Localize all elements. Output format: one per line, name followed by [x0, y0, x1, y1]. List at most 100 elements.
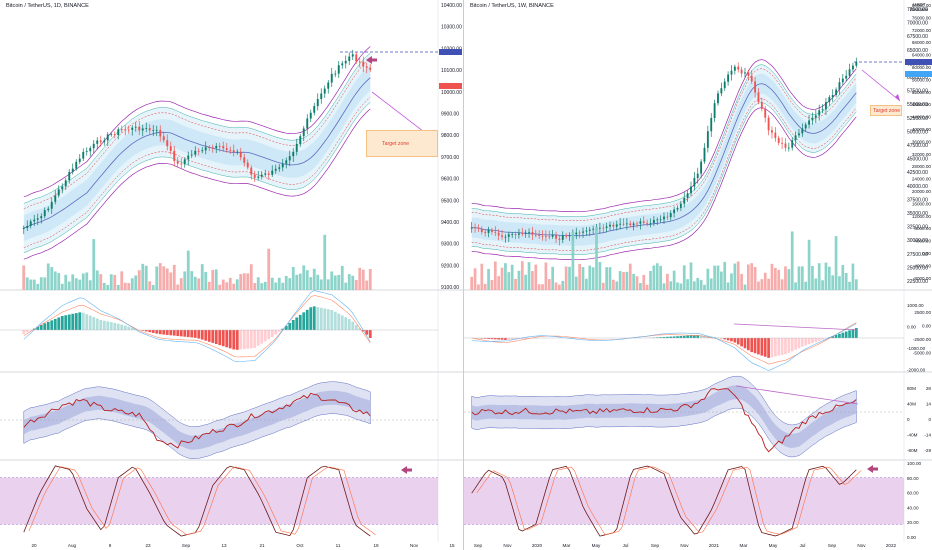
macd-bar	[141, 330, 145, 331]
candle-body	[801, 128, 804, 134]
candle-body	[330, 73, 333, 83]
volume-bar	[43, 277, 47, 290]
macd-bar	[204, 330, 208, 341]
stoch-tick-label: 40.00	[907, 505, 919, 510]
macd-bar	[736, 338, 740, 345]
price-tick-label: 9300.00	[441, 242, 459, 248]
macd-bar	[726, 338, 730, 341]
time-axis-tick-label: 11	[336, 543, 341, 548]
macd-bar	[753, 338, 757, 354]
volume-bar	[497, 276, 501, 290]
volume-bar	[218, 284, 222, 290]
candle-body	[507, 234, 510, 237]
candle-body	[625, 223, 628, 225]
price-tick-label: 9500.00	[441, 198, 459, 204]
price-tick-label: 50000.00	[907, 129, 928, 135]
volume-axis-tick-label: 8000.00	[914, 226, 931, 231]
right-chart-pane[interactable]: Bitcoin / TetherUS, 1W, BINANCE USDT Rea…	[463, 0, 932, 550]
candle-body	[477, 227, 480, 229]
volume-bar	[106, 284, 110, 290]
volume-bar	[716, 265, 720, 290]
volume-bar	[706, 268, 710, 290]
candle-body	[828, 97, 831, 103]
macd-bar	[358, 328, 362, 330]
price-tick-label: 32500.00	[907, 225, 928, 231]
volume-axis-tick-label: 76000.00	[912, 15, 932, 20]
candle-body	[649, 222, 652, 224]
volume-bar	[595, 226, 598, 290]
right-chart-canvas[interactable]: 72500.0070000.0067500.0065000.0062500.00…	[464, 0, 932, 550]
left-chart-pane[interactable]: Bitcoin / TetherUS, 1D, BINANCE 10400.00…	[0, 0, 463, 550]
volume-axis-tick-label: 0.00	[922, 251, 931, 256]
volume-bar	[316, 274, 320, 290]
candle-body	[636, 223, 638, 225]
candle-body	[113, 134, 116, 136]
volume-bar	[639, 282, 642, 290]
left-chart-canvas[interactable]: 10400.0010300.0010200.0010100.0010000.00…	[0, 0, 463, 550]
candle-body	[804, 124, 807, 129]
candle-body	[676, 207, 679, 210]
volume-bar	[767, 278, 770, 290]
macd-bar	[841, 332, 845, 338]
candle-body	[733, 66, 736, 71]
candle-body	[138, 126, 141, 131]
candle-body	[730, 70, 733, 75]
volume-bar	[260, 283, 264, 290]
macd-bar	[50, 320, 54, 330]
time-axis-tick-label: 2021	[709, 543, 720, 548]
candle-body	[271, 170, 274, 175]
candle-body	[777, 138, 780, 143]
candle-body	[602, 227, 605, 229]
macd-bar	[740, 338, 743, 347]
candle-body	[835, 89, 837, 96]
pointer-arrow-icon	[867, 465, 878, 473]
macd-bar	[682, 335, 686, 338]
oscillator-tick-label-2: -14	[924, 433, 931, 438]
candle-body	[288, 156, 291, 161]
price-tick-label: 25000.00	[907, 265, 928, 271]
candle-body	[787, 147, 790, 149]
candle-body	[47, 208, 50, 211]
candle-body	[565, 235, 568, 237]
volume-bar	[333, 275, 337, 290]
oscillator-tick-label: -40M	[907, 433, 918, 438]
volume-bar	[703, 284, 706, 290]
stoch-d-line	[476, 466, 862, 536]
macd-bar	[225, 330, 229, 348]
volume-bar	[162, 266, 166, 290]
macd-bar	[193, 330, 197, 338]
candle-body	[278, 167, 281, 169]
volume-bar	[127, 283, 131, 290]
volume-bar	[277, 277, 281, 290]
macd-signal-line	[23, 295, 371, 358]
volume-bars	[22, 234, 372, 290]
candle-body	[243, 157, 246, 163]
volume-bar	[337, 274, 341, 290]
candle-body	[348, 56, 351, 61]
candle-body	[558, 238, 561, 240]
candle-body	[720, 88, 723, 94]
macd-bar	[309, 307, 313, 330]
volume-bar	[561, 280, 565, 290]
macd-bar	[821, 338, 824, 340]
candle-body	[814, 115, 817, 118]
volume-axis-tick-label: 64000.00	[912, 53, 932, 58]
time-axis-tick-label: Oct	[296, 543, 304, 548]
candle-body	[351, 54, 354, 57]
currency-realtime: Realtime	[910, 7, 929, 12]
time-axis-tick-label: Sep	[828, 543, 837, 548]
volume-bar	[736, 261, 740, 290]
candle-body	[784, 143, 787, 148]
candle-body	[365, 66, 368, 68]
volume-bar	[750, 263, 754, 290]
macd-bar	[730, 338, 733, 342]
volume-bar	[354, 280, 358, 290]
price-tick-label: 37500.00	[907, 197, 928, 203]
volume-bar	[130, 278, 134, 290]
macd-bar	[151, 330, 155, 333]
price-tick-label: 9100.00	[441, 285, 459, 291]
oscillator-tick-label: -80M	[907, 448, 918, 453]
macd-bar	[368, 330, 372, 338]
macd-bar	[844, 331, 848, 338]
volume-bar	[541, 284, 544, 290]
